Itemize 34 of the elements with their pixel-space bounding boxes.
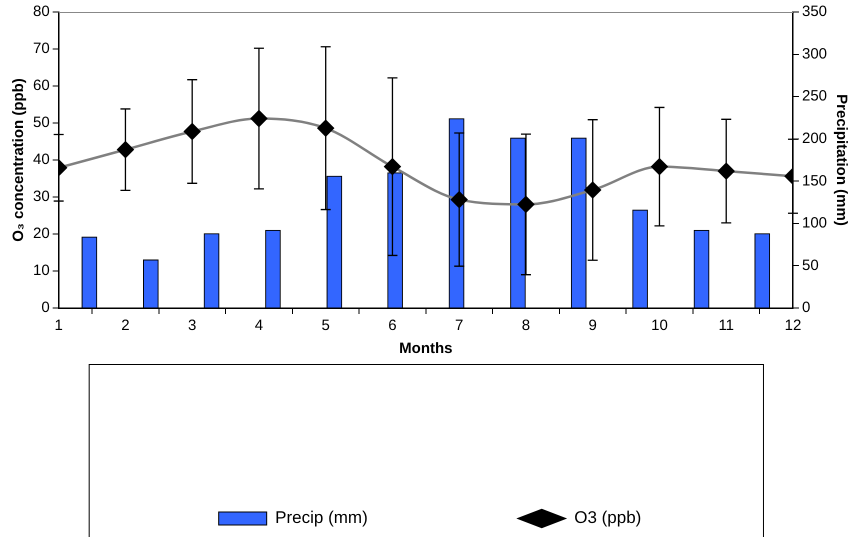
y-tick-label: 10 — [32, 262, 50, 280]
y2-tick-label: 300 — [802, 45, 828, 62]
x-tick-label: 5 — [322, 317, 330, 334]
legend-label: O3 (ppb) — [574, 508, 642, 528]
y-tick-label: 80 — [32, 3, 50, 20]
x-tick-label: 4 — [254, 317, 264, 334]
x-tick-label: 11 — [718, 317, 734, 334]
y2-tick-label: 150 — [802, 172, 828, 190]
y2-tick-label: 200 — [802, 130, 828, 147]
x-tick-label: 6 — [388, 317, 397, 334]
legend-label: Precip (mm) — [275, 508, 368, 528]
x-tick-label: 12 — [784, 317, 802, 334]
y-tick-label: 40 — [32, 151, 50, 168]
y2-tick-label: 350 — [802, 3, 828, 20]
y-tick-label: 20 — [32, 225, 50, 242]
y-tick-label: 30 — [32, 188, 50, 206]
x-tick-label: 2 — [121, 317, 130, 334]
x-tick-label: 8 — [522, 317, 530, 334]
x-tick-label: 10 — [651, 317, 668, 334]
y2-tick-label: 100 — [802, 214, 828, 232]
y-tick-label: 70 — [32, 40, 50, 58]
y2-tick-label: 250 — [802, 88, 828, 105]
x-tick-label: 3 — [188, 317, 196, 334]
y2-axis-title: Precipitation (mm) — [832, 94, 850, 226]
y-axis-title: O₃ concentration (ppb) — [10, 78, 28, 242]
y-tick-label: 60 — [32, 77, 50, 94]
y2-tick-label: 50 — [802, 256, 819, 274]
x-tick-label: 7 — [455, 317, 464, 334]
x-axis-title: Months — [399, 340, 452, 358]
y-tick-label: 0 — [41, 299, 50, 316]
x-tick-label: 1 — [54, 317, 63, 334]
y-tick-label: 50 — [32, 114, 50, 132]
x-tick-label: 9 — [588, 317, 597, 334]
y2-tick-label: 0 — [802, 299, 810, 316]
